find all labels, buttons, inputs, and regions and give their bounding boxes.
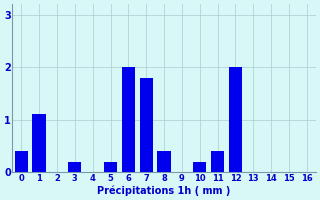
Bar bbox=[32, 114, 46, 172]
X-axis label: Précipitations 1h ( mm ): Précipitations 1h ( mm ) bbox=[97, 185, 231, 196]
Bar bbox=[229, 67, 242, 172]
Bar bbox=[193, 162, 206, 172]
Bar bbox=[68, 162, 82, 172]
Bar bbox=[104, 162, 117, 172]
Bar bbox=[140, 78, 153, 172]
Bar bbox=[211, 151, 224, 172]
Bar bbox=[122, 67, 135, 172]
Bar bbox=[14, 151, 28, 172]
Bar bbox=[157, 151, 171, 172]
